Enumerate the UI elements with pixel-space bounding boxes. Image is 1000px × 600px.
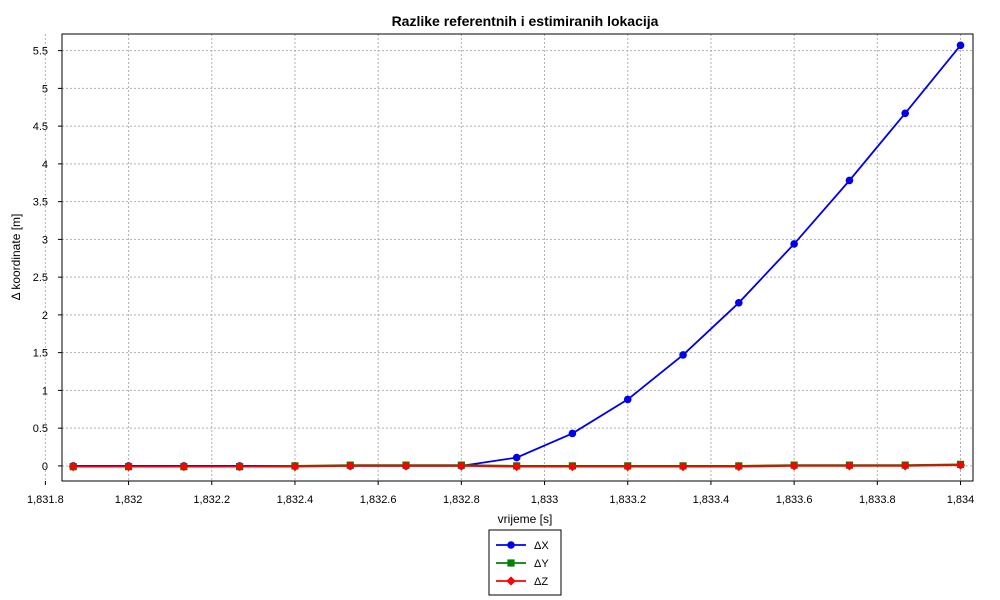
data-point-delta-z	[401, 461, 411, 471]
legend: ΔX ΔY ΔZ	[488, 529, 562, 596]
data-point-delta-z	[290, 462, 300, 472]
data-point-delta-z	[235, 462, 245, 472]
y-axis-label: Δ koordinate [m]	[9, 214, 23, 301]
y-tick-label: 2	[42, 310, 48, 322]
y-tick-label: 4.5	[33, 121, 48, 133]
data-point-delta-z	[734, 462, 744, 472]
data-point-delta-z	[844, 461, 855, 471]
y-tick-label: 0.5	[33, 423, 48, 435]
x-tick-label: 1,834	[947, 494, 975, 506]
legend-label-delta-z: ΔZ	[534, 576, 548, 588]
data-point-delta-z	[955, 460, 966, 470]
x-axis-label: vrijeme [s]	[498, 512, 553, 526]
data-point-delta-z	[68, 462, 78, 472]
x-tick-label: 1,833.8	[859, 494, 896, 506]
x-tick-label: 1,832.8	[443, 494, 480, 506]
plot-area	[62, 34, 973, 481]
x-tick-label: 1,832	[115, 494, 143, 506]
legend-marker-delta-x	[507, 541, 515, 549]
y-tick-label: 2.5	[33, 272, 48, 284]
legend-label-delta-y: ΔY	[534, 558, 549, 570]
y-tick-label: 5.5	[33, 46, 48, 58]
x-axis: 1,831.8 1,832 1,832.2 1,832.4 1,832.6 1,832.8…	[27, 481, 974, 506]
grid	[44, 34, 973, 481]
series-layer	[68, 41, 966, 472]
data-point-delta-x	[623, 395, 632, 404]
data-point-delta-x	[512, 453, 521, 462]
x-tick-label: 1,832.6	[360, 494, 397, 506]
x-tick-label: 1,833	[531, 494, 559, 506]
data-point-delta-z	[345, 461, 355, 471]
y-tick-label: 3.5	[33, 197, 48, 209]
plot-frame	[61, 33, 974, 482]
x-tick-label: 1,833.6	[776, 494, 813, 506]
y-tick-label: 0	[42, 461, 48, 473]
x-tick-label: 1,833.4	[693, 494, 730, 506]
data-point-delta-x	[735, 299, 743, 307]
data-point-delta-x	[568, 429, 577, 438]
series-delta-z	[68, 460, 966, 472]
y-tick-label: 4	[42, 159, 48, 171]
data-point-delta-z	[623, 462, 633, 472]
y-tick-label: 3	[42, 234, 48, 246]
x-tick-label: 1,833.2	[609, 494, 646, 506]
data-point-delta-x	[845, 176, 854, 185]
data-point-delta-z	[512, 462, 522, 472]
y-axis: 0 0.5 1 1.5 2 2.5 3 3.5 4 4.5 5 5.5	[33, 46, 62, 473]
x-tick-label: 1,832.2	[193, 494, 230, 506]
data-point-delta-x	[956, 41, 965, 50]
x-tick-label: 1,831.8	[27, 494, 64, 506]
data-point-delta-z	[567, 462, 578, 472]
data-point-delta-z	[678, 462, 688, 472]
data-point-delta-x	[790, 240, 798, 248]
data-point-delta-z	[179, 462, 189, 472]
data-point-delta-z	[456, 461, 466, 471]
legend-marker-delta-z	[506, 576, 516, 586]
data-point-delta-z	[900, 461, 910, 471]
y-tick-label: 5	[42, 83, 48, 95]
chart-title: Razlike referentnih i estimiranih lokaci…	[392, 13, 659, 29]
data-point-delta-x	[679, 351, 687, 359]
y-tick-label: 1.5	[33, 348, 48, 360]
x-tick-label: 1,832.4	[277, 494, 314, 506]
data-point-delta-z	[123, 462, 134, 472]
data-point-delta-z	[789, 461, 799, 471]
data-point-delta-x	[901, 109, 909, 118]
legend-marker-delta-y	[507, 559, 515, 567]
legend-label-delta-x: ΔX	[534, 540, 549, 552]
y-tick-label: 1	[42, 385, 48, 397]
